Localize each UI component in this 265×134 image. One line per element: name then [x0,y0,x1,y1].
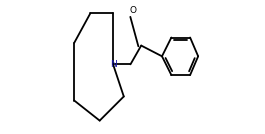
Text: N: N [110,60,116,69]
Text: O: O [130,6,137,15]
